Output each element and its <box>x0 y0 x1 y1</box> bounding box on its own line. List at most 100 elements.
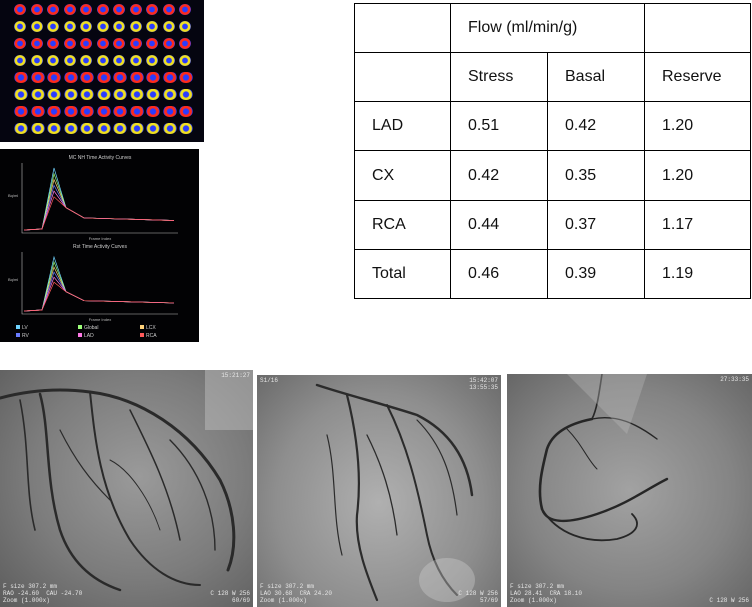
pet-slice <box>96 123 111 134</box>
pet-slice <box>179 55 191 66</box>
pet-slice <box>146 4 158 15</box>
pet-slice <box>63 123 78 134</box>
myocardial-flow-table: Flow (ml/min/g) Stress Basal Reserve LAD… <box>354 2 751 300</box>
angio-b-bottom-left-text: F size 307.2 mm LAO 30.68 CRA 24.20 Zoom… <box>260 583 333 604</box>
tac-top-xlabel: Frame Index <box>89 236 111 241</box>
tac-bottom-axes <box>21 252 178 315</box>
pet-slice <box>179 72 193 83</box>
row-label: LAD <box>354 101 451 152</box>
pet-slice <box>47 106 61 117</box>
pet-slice <box>14 72 28 83</box>
angiogram-left-coronary-rao: 15:21:27 F size 307.2 mm RAO -24.60 CAU … <box>0 370 253 607</box>
pet-slice <box>146 21 158 32</box>
pet-slice <box>80 72 94 83</box>
table-header-blank <box>644 2 751 54</box>
pet-slice <box>80 55 92 66</box>
coronary-vessels <box>538 374 669 542</box>
pet-slice <box>96 72 111 83</box>
table-row: Total 0.46 0.39 1.19 <box>354 248 751 300</box>
table-corner-cell <box>354 2 451 54</box>
pet-slice <box>179 123 193 134</box>
pet-slice <box>146 89 160 100</box>
flow-header-cell: Flow (ml/min/g) <box>450 2 645 54</box>
pet-slice <box>47 55 59 66</box>
pet-slice <box>162 21 175 32</box>
pet-slice <box>113 55 125 66</box>
pet-slice <box>129 21 142 32</box>
coronary-vessels <box>315 383 475 602</box>
pet-slice <box>129 89 144 100</box>
pet-slice <box>162 38 175 49</box>
row-label: Total <box>354 248 451 300</box>
pet-slice <box>179 106 193 117</box>
pet-slice <box>113 123 127 134</box>
cell-stress: 0.46 <box>450 248 548 300</box>
pet-slice <box>113 106 127 117</box>
tac-series-line <box>23 196 175 231</box>
pet-slice <box>47 21 59 32</box>
pet-slice <box>162 72 177 83</box>
cell-reserve: 1.19 <box>644 248 751 300</box>
pet-slice <box>113 72 127 83</box>
pet-slice <box>30 106 45 117</box>
pet-slice <box>162 55 175 66</box>
pet-slice <box>63 89 78 100</box>
pet-slice <box>47 89 61 100</box>
tac-series-line <box>23 167 175 231</box>
pet-slice <box>14 55 26 66</box>
angio-b-top-right-text: 15:42:07 13:55:35 <box>469 377 498 391</box>
table-row: RCA 0.44 0.37 1.17 <box>354 199 751 250</box>
angio-a-top-right-text: 15:21:27 <box>221 372 250 379</box>
pet-slice <box>14 4 26 15</box>
pet-slice <box>80 89 94 100</box>
tac-bottom-title: Rst Time Activity Curves <box>73 244 127 250</box>
pet-slice <box>80 106 94 117</box>
pet-slice <box>30 4 43 15</box>
pet-slice <box>129 72 144 83</box>
pet-slice <box>96 21 109 32</box>
pet-slice <box>14 21 26 32</box>
table-row: LAD 0.51 0.42 1.20 <box>354 101 751 152</box>
tac-top-curves <box>23 167 175 231</box>
tac-series-line <box>23 281 175 312</box>
pet-slice-grid <box>14 4 200 138</box>
pet-slice <box>30 55 43 66</box>
tac-top-title: MC NH Time Activity Curves <box>69 155 132 161</box>
tac-bottom-xlabel: Frame Index <box>89 317 111 322</box>
tac-bottom-ylabel: Bq/ml <box>8 277 18 282</box>
pet-slice <box>14 38 26 49</box>
tac-legend-swatch <box>16 325 20 329</box>
tac-legend-swatch <box>16 333 20 337</box>
table-subheader-row: Stress Basal Reserve <box>354 52 751 103</box>
pet-slice <box>96 38 109 49</box>
tac-legend-label: Global <box>84 325 98 331</box>
cell-reserve: 1.17 <box>644 199 751 250</box>
time-activity-curves-panel: MC NH Time Activity Curves Bq/ml Frame I… <box>0 149 199 342</box>
tac-legend-label: LV <box>22 325 28 331</box>
pet-slice <box>47 123 61 134</box>
pet-slice <box>146 38 158 49</box>
pet-slice <box>113 89 127 100</box>
angiogram-right-coronary: 27:33:35 F size 307.2 mm LAO 28.41 CRA 1… <box>507 374 752 607</box>
pet-slice <box>63 106 78 117</box>
tac-legend-label: RV <box>22 333 30 339</box>
pet-slice <box>63 38 76 49</box>
pet-slice <box>30 21 43 32</box>
angio-a-bottom-left-text: F size 307.2 mm RAO -24.60 CAU -24.70 Zo… <box>3 583 83 604</box>
angio-c-bottom-left-text: F size 307.2 mm LAO 28.41 CRA 18.10 Zoom… <box>510 583 583 604</box>
angio-a-bottom-right-text: C 128 W 256 60/69 <box>210 590 250 604</box>
tac-top-axes <box>21 163 178 234</box>
column-header-reserve: Reserve <box>644 52 751 103</box>
pet-slice <box>129 4 142 15</box>
table-subheader-blank <box>354 52 451 103</box>
tac-legend-swatch <box>78 333 82 337</box>
pet-perfusion-montage <box>0 0 204 142</box>
pet-slice <box>96 4 109 15</box>
pet-slice <box>162 89 177 100</box>
pet-slice <box>113 38 125 49</box>
tac-bottom-curves <box>23 255 175 312</box>
row-label: RCA <box>354 199 451 250</box>
cell-reserve: 1.20 <box>644 101 751 152</box>
pet-slice <box>63 55 76 66</box>
pet-slice <box>47 38 59 49</box>
